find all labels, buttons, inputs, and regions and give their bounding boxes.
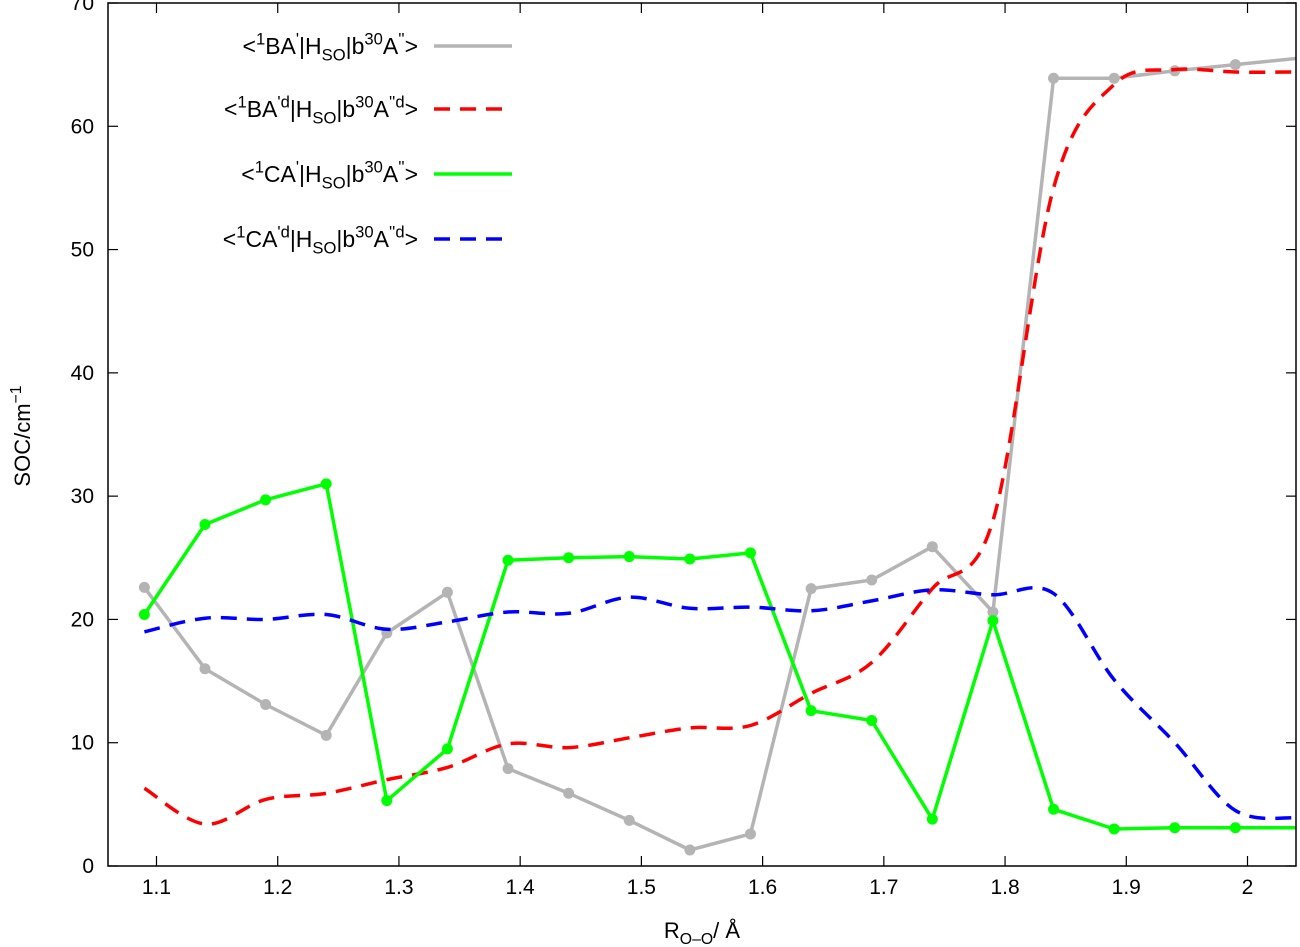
data-point — [199, 518, 211, 530]
data-point — [260, 494, 272, 506]
x-tick-label: 2 — [1242, 876, 1254, 899]
data-point — [138, 608, 150, 620]
data-point — [199, 663, 211, 675]
y-tick-label: 30 — [71, 485, 94, 508]
y-tick-label: 10 — [71, 732, 94, 755]
x-tick-label: 1.8 — [990, 876, 1019, 899]
series-layer — [138, 56, 1296, 856]
data-point — [1108, 823, 1120, 835]
x-tick-label: 1.9 — [1112, 876, 1141, 899]
data-point — [381, 795, 393, 807]
data-point — [744, 547, 756, 559]
axes: 1.1 1.2 1.3 1.4 1.5 1.6 1.7 1.8 1.9 2010203040506… — [71, 0, 1296, 899]
data-point — [805, 705, 817, 717]
data-point — [987, 615, 999, 627]
y-tick-label: 40 — [71, 362, 94, 385]
y-tick-label: 60 — [71, 115, 94, 138]
series-line — [142, 56, 1296, 852]
data-point — [1048, 803, 1060, 815]
legend-item-3: <1CA'|HSO|b30A''> — [241, 157, 512, 192]
data-point — [260, 698, 272, 710]
legend-label: <1CA'd|HSO|b30A''d> — [223, 222, 418, 257]
data-point — [866, 574, 878, 586]
series-line — [144, 585, 1296, 821]
data-point — [1108, 72, 1120, 84]
data-point — [744, 828, 756, 840]
series-2 — [143, 67, 1296, 826]
data-point — [623, 551, 635, 563]
data-point — [684, 844, 696, 856]
y-tick-label: 50 — [71, 239, 94, 262]
legend-item-1: <1BA'|HSO|b30A''> — [243, 29, 512, 64]
x-tick-label: 1.5 — [627, 876, 656, 899]
axis-labels: RO–O/ Å SOC/cm−1 — [8, 385, 741, 947]
data-point — [320, 729, 332, 741]
plot-frame — [107, 2, 1297, 867]
y-tick-label: 20 — [71, 608, 94, 631]
series-1 — [138, 56, 1296, 856]
data-point — [805, 583, 817, 595]
legend-label: <1BA'd|HSO|b30A''d> — [224, 92, 418, 127]
data-point — [441, 743, 453, 755]
legend-label: <1BA'|HSO|b30A''> — [243, 29, 418, 64]
y-tick-label: 0 — [82, 855, 94, 878]
legend-item-2: <1BA'd|HSO|b30A''d> — [224, 92, 512, 127]
data-point — [684, 553, 696, 565]
series-4 — [144, 585, 1296, 821]
data-point — [926, 541, 938, 553]
data-point — [563, 787, 575, 799]
legend: <1BA'|HSO|b30A''> <1BA'd|HSO|b30A''d> <1CA… — [223, 29, 512, 257]
x-tick-label: 1.4 — [506, 876, 536, 899]
data-point — [563, 552, 575, 564]
series-line — [142, 482, 1296, 831]
legend-label: <1CA'|HSO|b30A''> — [241, 157, 418, 192]
x-tick-label: 1.3 — [384, 876, 413, 899]
series-line — [143, 67, 1296, 826]
series-3 — [138, 478, 1296, 835]
legend-item-4: <1CA'd|HSO|b30A''d> — [223, 222, 512, 257]
data-point — [502, 763, 514, 775]
data-point — [1229, 822, 1241, 834]
y-axis-label: SOC/cm−1 — [8, 385, 35, 486]
data-point — [1169, 822, 1181, 834]
data-point — [1048, 72, 1060, 84]
data-point — [320, 478, 332, 490]
data-point — [866, 715, 878, 727]
y-tick-label: 70 — [71, 0, 94, 15]
data-point — [138, 581, 150, 593]
data-point — [441, 586, 453, 598]
data-point — [623, 814, 635, 826]
x-tick-label: 1.2 — [263, 876, 292, 899]
x-tick-label: 1.7 — [869, 876, 898, 899]
data-point — [502, 554, 514, 566]
data-point — [926, 813, 938, 825]
x-tick-label: 1.6 — [748, 876, 777, 899]
data-point — [1229, 59, 1241, 71]
data-point — [987, 606, 999, 618]
x-axis-label: RO–O/ Å — [664, 918, 740, 947]
x-tick-label: 1.1 — [142, 876, 171, 899]
